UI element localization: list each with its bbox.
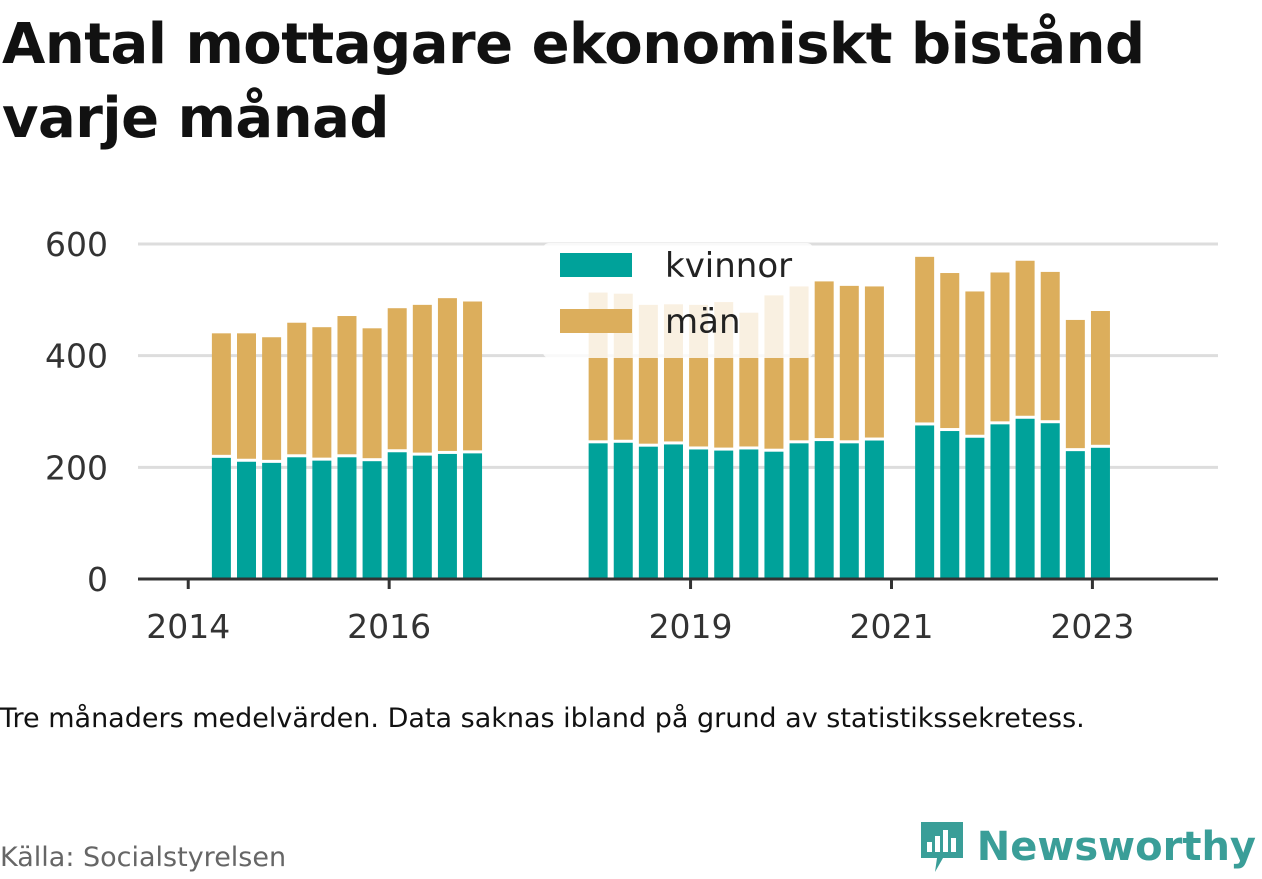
brand-name: Newsworthy	[976, 824, 1256, 870]
y-tick-label: 0	[87, 560, 108, 599]
bar-kvinnor	[1015, 418, 1035, 579]
chart-title: Antal mottagare ekonomiskt bistånd varje…	[2, 12, 1145, 151]
bar-kvinnor	[638, 446, 658, 579]
bar-kvinnor	[312, 460, 332, 579]
bar-kvinnor	[262, 462, 282, 579]
bar-man	[412, 304, 432, 453]
bar-kvinnor	[337, 457, 357, 579]
bar-kvinnor	[613, 442, 633, 579]
bar-kvinnor	[1065, 451, 1085, 579]
bar-kvinnor	[739, 449, 759, 579]
bar-kvinnor	[387, 452, 407, 579]
bar-kvinnor	[463, 453, 483, 579]
x-tick-label: 2014	[146, 607, 230, 646]
bar-kvinnor	[789, 443, 809, 579]
bar-kvinnor	[814, 441, 834, 579]
bar-man	[312, 327, 332, 458]
bar-man	[839, 285, 859, 441]
bar-kvinnor	[663, 444, 683, 579]
bar-man	[1090, 311, 1110, 445]
bar-kvinnor	[940, 431, 960, 579]
chart-note: Tre månaders medelvärden. Data saknas ib…	[0, 703, 1085, 734]
y-tick-label: 600	[45, 225, 108, 264]
bar-man	[237, 333, 257, 459]
bar-man	[864, 286, 884, 438]
x-tick-label: 2019	[649, 607, 733, 646]
bar-man	[990, 272, 1010, 422]
bar-man	[437, 298, 457, 451]
bar-man	[1040, 271, 1060, 421]
bar-man	[262, 337, 282, 460]
y-tick-label: 200	[45, 448, 108, 487]
bar-kvinnor	[965, 437, 985, 579]
legend-label: män	[665, 302, 741, 342]
legend: kvinnor män	[543, 243, 813, 358]
newsworthy-logo-icon	[920, 822, 963, 872]
bar-kvinnor	[764, 451, 784, 579]
bar-kvinnor	[412, 455, 432, 579]
bar-kvinnor	[915, 425, 935, 579]
brand-logo[interactable]: Newsworthy	[917, 818, 1256, 876]
legend-swatch	[560, 309, 632, 333]
bar-man	[1015, 260, 1035, 416]
bar-kvinnor	[588, 443, 608, 579]
legend-swatch	[560, 253, 632, 277]
bar-man	[463, 301, 483, 451]
bar-kvinnor	[1090, 447, 1110, 579]
bar-man	[362, 328, 382, 459]
bar-kvinnor	[864, 440, 884, 579]
y-axis-ticks: 0 200 400 600	[45, 225, 108, 599]
bar-kvinnor	[990, 424, 1010, 579]
bar-man	[387, 308, 407, 450]
bar-kvinnor	[1040, 423, 1060, 579]
legend-label: kvinnor	[665, 246, 792, 286]
bar-kvinnor	[839, 443, 859, 579]
bar-man	[814, 281, 834, 439]
bar-kvinnor	[287, 457, 307, 579]
bar-kvinnor	[211, 457, 231, 579]
bar-man	[965, 291, 985, 435]
bar-man	[940, 273, 960, 429]
y-tick-label: 400	[45, 337, 108, 376]
bar-man	[211, 333, 231, 455]
bar-kvinnor	[689, 449, 709, 579]
bar-kvinnor	[714, 450, 734, 579]
x-axis: 2014 2016 2019 2021 2023	[138, 577, 1218, 646]
x-tick-label: 2016	[347, 607, 431, 646]
bar-man	[287, 322, 307, 455]
bar-man	[337, 316, 357, 455]
source-credit: Källa: Socialstyrelsen	[0, 842, 287, 873]
x-tick-label: 2023	[1050, 607, 1134, 646]
bar-kvinnor	[362, 461, 382, 579]
bar-man	[1065, 319, 1085, 449]
bar-kvinnor	[237, 461, 257, 579]
bar-kvinnor	[437, 453, 457, 579]
x-tick-label: 2021	[849, 607, 933, 646]
bar-man	[915, 256, 935, 423]
